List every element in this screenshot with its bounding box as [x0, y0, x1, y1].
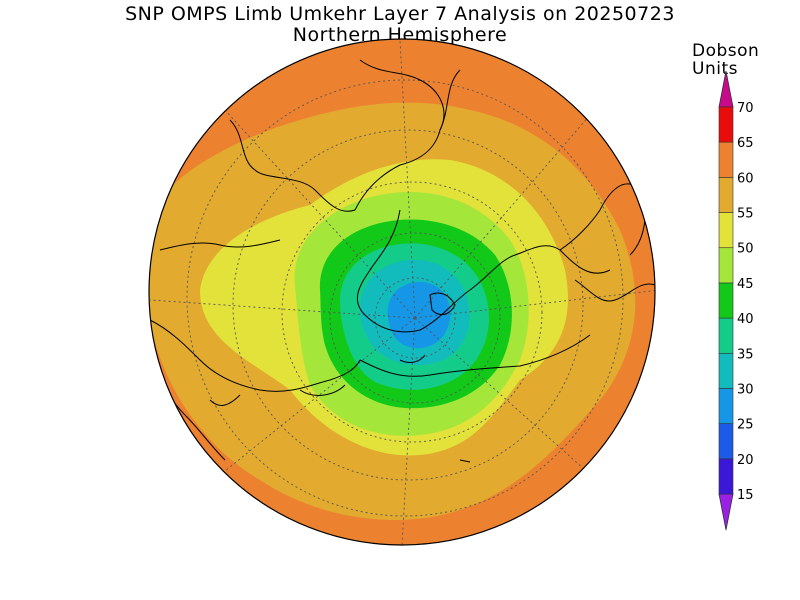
colorbar-tick-label: 25 [737, 418, 754, 433]
colorbar-tick-label: 60 [737, 171, 754, 186]
colorbar-tick-label: 65 [737, 136, 754, 151]
colorbar-arrow-top [718, 70, 734, 108]
graticule [149, 39, 655, 545]
map-border [148, 38, 656, 546]
colorbar-swatch [718, 317, 734, 354]
colorbar-swatch [718, 106, 734, 143]
colorbar-swatch [718, 177, 734, 213]
map-title: SNP OMPS Limb Umkehr Layer 7 Analysis on… [125, 3, 675, 25]
colorbar-tick-label: 50 [737, 242, 754, 257]
colorbar-swatch [718, 458, 734, 495]
colorbar-swatch [718, 423, 734, 460]
colorbar-tick-label: 15 [737, 488, 754, 503]
colorbar-tick-label: 30 [737, 382, 754, 397]
colorbar-arrow-bottom [718, 493, 734, 531]
colorbar-tick-label: 55 [737, 207, 754, 222]
map-subtitle: Northern Hemisphere [292, 24, 508, 46]
colorbar-swatch [718, 141, 734, 178]
colorbar-tick-label: 40 [737, 312, 754, 327]
colorbar-swatch [718, 352, 734, 389]
colorbar-swatch [718, 388, 734, 424]
colorbar-swatch [718, 212, 734, 249]
colorbar-swatch [718, 282, 734, 319]
colorbar-swatch [718, 247, 734, 284]
coastlines [149, 59, 655, 463]
ozone-field [149, 39, 655, 545]
colorbar-tick-label: 20 [737, 453, 754, 468]
colorbar-tick-label: 35 [737, 347, 754, 362]
colorbar-tick-label: 70 [737, 101, 754, 116]
colorbar-units-line1: Dobson [692, 41, 760, 61]
colorbar-tick-label: 45 [737, 277, 754, 292]
